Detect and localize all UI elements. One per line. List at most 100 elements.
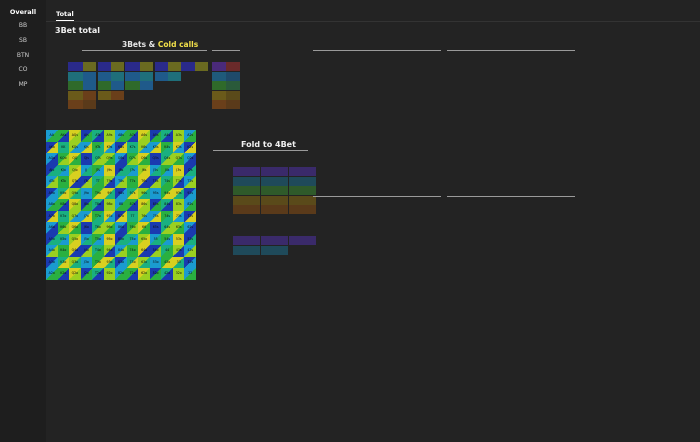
matrix-cell: 76s [138, 210, 150, 223]
three-bet-cell [83, 81, 96, 90]
three-bet-cell [155, 71, 170, 81]
three-bet-cell [111, 62, 124, 71]
three-bet-cell [111, 90, 124, 100]
matrix-cell: A8s [115, 130, 127, 142]
matrix-cell: J8o [80, 199, 93, 211]
hand-matrix: AA AKs AQs AJs ATs A9s A8s A7s A6s A5s A4s A3s A2s AK… [46, 130, 196, 280]
three-bet-cell [83, 71, 96, 81]
matrix-cell: 84o [115, 245, 127, 257]
matrix-cell: 82s [184, 199, 196, 211]
matrix-cell: T6s [138, 176, 150, 188]
matrix-cell: 72s [184, 210, 196, 223]
matrix-cell: 98s [115, 187, 127, 200]
sidebar-item-sb[interactable]: SB [19, 37, 27, 44]
matrix-cell: J5s [149, 164, 162, 177]
matrix-cell: Q5o [69, 233, 81, 246]
raiser_oop-rule [447, 50, 575, 51]
matrix-cell: AKs [57, 130, 70, 142]
sidebar-item-btn[interactable]: BTN [16, 52, 30, 59]
three-bet-cell [98, 81, 113, 90]
matrix-cell: K3s [172, 141, 185, 154]
matrix-cell: 73s [172, 210, 185, 223]
three-bet-rule [82, 50, 207, 51]
matrix-cell: Q7s [126, 153, 139, 165]
three-bet-cell [98, 90, 113, 100]
matrix-cell: K6s [138, 141, 150, 154]
matrix-cell: 65s [149, 222, 162, 234]
matrix-cell: K2o [57, 268, 70, 280]
sidebar-item-bb[interactable]: BB [18, 22, 28, 29]
matrix-cell: 83o [115, 256, 127, 269]
matrix-cell: J3o [80, 256, 93, 269]
matrix-cell: Q7o [69, 210, 81, 223]
matrix-cell: 33 [172, 256, 185, 269]
matrix-cell: Q2o [69, 268, 81, 280]
fold-4bet-cell2 [261, 236, 288, 245]
matrix-cell: 97s [126, 187, 139, 200]
matrix-cell: 98o [103, 199, 116, 211]
matrix-cell: Q9o [69, 187, 81, 200]
matrix-cell: KQo [57, 153, 70, 165]
matrix-cell: 99 [103, 187, 116, 200]
fold-4bet-cell [289, 186, 316, 195]
matrix-cell: 86o [115, 222, 127, 234]
matrix-cell: K6o [57, 222, 70, 234]
fold-4bet-cell [289, 176, 316, 186]
matrix-cell: J3s [172, 164, 185, 177]
fold-4bet-cell [233, 186, 260, 195]
matrix-cell: 92o [103, 268, 116, 280]
three-bet-cell [68, 90, 83, 100]
matrix-cell: KJs [80, 141, 93, 154]
matrix-cell: 77 [126, 210, 139, 223]
matrix-cell: 86s [138, 199, 150, 211]
raiser_ip-rule [313, 50, 441, 51]
fold-4bet-cell [289, 195, 316, 205]
matrix-cell: J4s [161, 164, 173, 177]
matrix-cell: K5o [57, 233, 70, 246]
matrix-cell: 43o [161, 256, 173, 269]
fold-4bet-cell [233, 195, 260, 205]
matrix-cell: 43s [172, 245, 185, 257]
fold-4bet-title: Fold to 4Bet [241, 140, 296, 149]
sidebar-item-overall[interactable]: Overall [9, 8, 37, 16]
three-bet-total-cell [226, 71, 240, 81]
three-bet-total-cell [226, 62, 240, 71]
sidebar-item-co[interactable]: CO [18, 66, 28, 73]
matrix-cell: A3o [46, 256, 58, 269]
matrix-cell: KJo [57, 164, 70, 177]
matrix-cell: QJs [80, 153, 93, 165]
three-bet-cell [125, 71, 140, 81]
matrix-cell: T6o [92, 222, 104, 234]
three-bet-total-cell [212, 90, 226, 100]
matrix-cell: T8o [92, 199, 104, 211]
matrix-cell: Q4s [161, 153, 173, 165]
matrix-cell: ATo [46, 176, 58, 188]
matrix-cell: A8o [46, 199, 58, 211]
matrix-cell: Q3o [69, 256, 81, 269]
matrix-cell: AQo [46, 153, 58, 165]
three-bet-cell [111, 81, 124, 90]
matrix-cell: A6s [138, 130, 150, 142]
sidebar-item-mp[interactable]: MP [18, 81, 28, 88]
matrix-cell: 63o [138, 256, 150, 269]
matrix-cell: J5o [80, 233, 93, 246]
matrix-cell: Q5s [149, 153, 162, 165]
matrix-cell: J4o [80, 245, 93, 257]
three-bet-header-prefix: 3Bets & [122, 40, 156, 49]
three-bet-cell [125, 81, 140, 90]
matrix-cell: 87o [115, 210, 127, 223]
matrix-cell: K8s [115, 141, 127, 154]
tab-total[interactable]: Total [56, 10, 74, 21]
matrix-cell: JTs [92, 164, 104, 177]
matrix-cell: Q3s [172, 153, 185, 165]
matrix-cell: T5o [92, 233, 104, 246]
matrix-cell: Q4o [69, 245, 81, 257]
matrix-cell: A9o [46, 187, 58, 200]
matrix-cell: K4o [57, 245, 70, 257]
matrix-cell: AJs [80, 130, 93, 142]
matrix-cell: 74o [126, 245, 139, 257]
matrix-cell: KTo [57, 176, 70, 188]
matrix-cell: QTo [69, 176, 81, 188]
matrix-cell: 82o [115, 268, 127, 280]
three-bet-total-cell [212, 62, 226, 71]
